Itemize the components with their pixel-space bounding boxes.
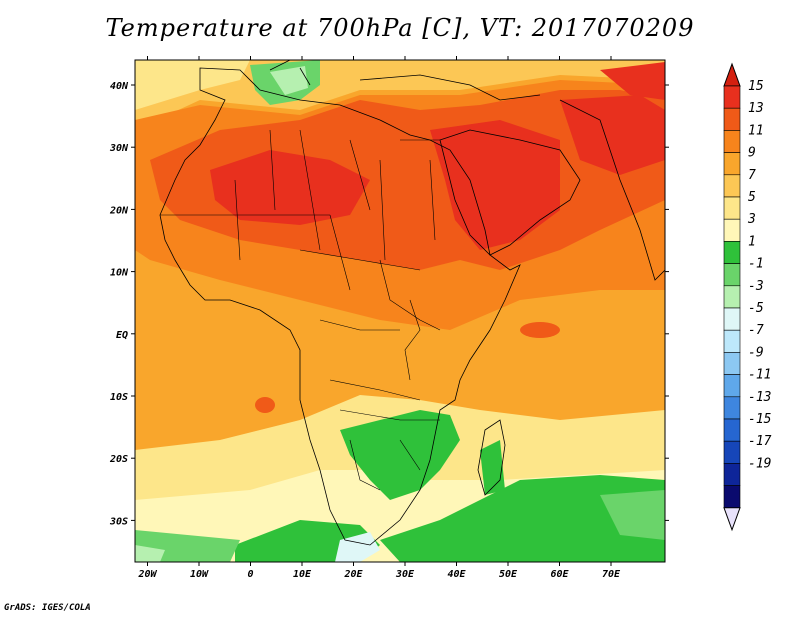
- lat-label: EQ: [116, 330, 128, 341]
- lon-label: 60E: [550, 569, 569, 580]
- lat-label: 20N: [109, 205, 129, 216]
- lon-label: 0: [247, 569, 253, 580]
- field-indian-green: [380, 475, 665, 562]
- colorbar-label: -11: [748, 368, 771, 383]
- colorbar-label: -13: [748, 390, 771, 405]
- africa-coast: [159, 67, 521, 546]
- temperature-field: [135, 60, 665, 562]
- colorbar-swatch: [723, 218, 741, 242]
- colorbar-swatch: [723, 107, 741, 131]
- italy-coast: [269, 60, 311, 86]
- colorbar-label: 13: [748, 101, 764, 116]
- colorbar-swatch: [723, 463, 741, 486]
- colorbar-swatch: [723, 485, 741, 509]
- lon-label: 40E: [447, 569, 466, 580]
- field-north-pale: [135, 60, 250, 110]
- colorbar-label: -1: [748, 257, 764, 272]
- lat-label: 30S: [109, 516, 128, 527]
- lon-label: 50E: [499, 569, 518, 580]
- colorbar-swatch: [723, 396, 741, 420]
- colorbar-label: 1: [748, 234, 756, 249]
- colorbar-swatch: [723, 352, 741, 375]
- field-spot-1: [255, 397, 275, 413]
- lon-label: 20W: [137, 569, 157, 580]
- lon-label: 10E: [293, 569, 312, 580]
- colorbar-label: -7: [748, 323, 764, 338]
- colorbar-label: -3: [748, 279, 764, 294]
- plot-frame: [134, 59, 666, 563]
- field-med-light: [270, 66, 308, 95]
- rift-borders: [400, 139, 440, 381]
- colorbar-swatch: [723, 418, 741, 442]
- colorbar-label: 5: [748, 190, 756, 205]
- field-core-ne: [600, 62, 665, 100]
- madagascar-coast: [477, 419, 506, 496]
- colorbar: 15 13 11 9 7 5 3 1 -1 -3 -5 -7 -9 -11 -13 -15 -17 -19: [723, 62, 772, 532]
- lat-label: 40N: [110, 81, 129, 92]
- colorbar-swatch: [723, 374, 741, 398]
- lat-label: 10S: [110, 392, 128, 403]
- colorbar-swatch: [723, 285, 741, 309]
- colorbar-label: -19: [748, 456, 771, 471]
- lon-label: 30E: [395, 569, 415, 580]
- colorbar-top-arrow: [723, 62, 741, 87]
- field-sw-light: [135, 545, 165, 562]
- lat-label: 30N: [109, 143, 129, 154]
- colorbar-swatch: [723, 440, 741, 464]
- turkey-coast: [359, 74, 541, 101]
- coastlines: [159, 60, 665, 546]
- colorbar-swatch: [723, 307, 741, 331]
- field-core-iran: [560, 95, 665, 175]
- lat-label: 10N: [110, 268, 129, 279]
- colorbar-swatch: [723, 241, 741, 264]
- colorbar-label: -9: [748, 345, 764, 360]
- colorbar-label: -5: [748, 301, 764, 316]
- field-sa-green: [340, 410, 460, 500]
- colorbar-swatch: [723, 329, 741, 353]
- india-coast: [559, 99, 665, 281]
- colorbar-label: 11: [748, 123, 764, 138]
- colorbar-label: -17: [748, 434, 772, 449]
- colorbar-label: -15: [748, 412, 772, 427]
- colorbar-swatch: [723, 196, 741, 220]
- colorbar-label: 15: [748, 79, 764, 94]
- field-indian-green-light: [600, 490, 665, 540]
- colorbar-label: 9: [748, 146, 756, 161]
- colorbar-swatch: [723, 85, 741, 109]
- colorbar-bottom-arrow: [723, 507, 741, 532]
- lat-label: 20S: [109, 454, 128, 465]
- colorbar-swatch: [723, 174, 741, 198]
- colorbar-swatch: [723, 130, 741, 153]
- field-core-sahara: [210, 150, 370, 225]
- colorbar-label: 7: [748, 168, 756, 183]
- colorbar-label: 3: [747, 212, 756, 227]
- field-cape-cold: [335, 532, 380, 562]
- axis-ticks: 20W 10W 0 10E 20E 30E 40E 50E 60E 70E 40N 30N 20N 10N…: [109, 56, 669, 580]
- map-title: Temperature at 700hPa [C], VT: 201707020…: [105, 14, 695, 42]
- arabia-coast: [439, 129, 581, 256]
- colorbar-swatch: [723, 152, 741, 176]
- lon-label: 10W: [190, 569, 209, 580]
- lon-label: 70E: [602, 569, 621, 580]
- field-spot-2: [520, 322, 560, 338]
- credit-text: GrADS: IGES/COLA: [4, 603, 91, 613]
- lon-label: 20E: [343, 569, 363, 580]
- colorbar-swatch: [723, 263, 741, 287]
- country-borders: [160, 129, 441, 491]
